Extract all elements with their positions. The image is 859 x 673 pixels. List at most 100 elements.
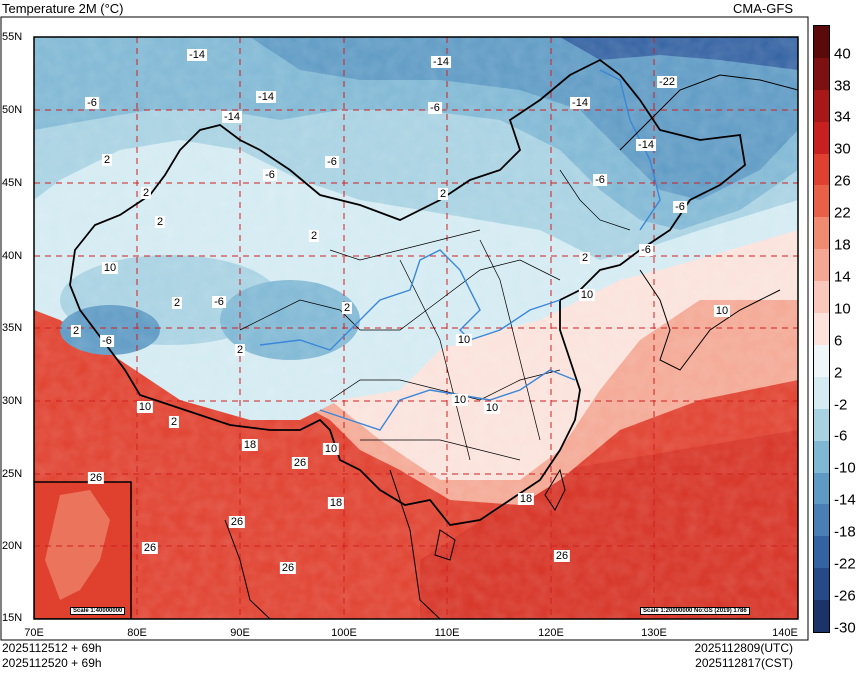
colorbar-label: -6 — [834, 427, 848, 445]
colorbar-label: -18 — [834, 523, 856, 541]
colorbar-label: -2 — [834, 396, 848, 414]
colorbar-segment — [814, 217, 829, 250]
colorbar-segment — [814, 440, 829, 474]
contour-label: -14 — [570, 97, 590, 109]
contour-label: 10 — [713, 305, 731, 317]
colorbar-label: 10 — [834, 300, 851, 318]
contour-label: -6 — [673, 201, 687, 213]
contour-label: -6 — [212, 296, 226, 308]
colorbar-label: 34 — [834, 108, 851, 126]
lat-label-35n: 35N — [2, 322, 23, 334]
colorbar-label: -14 — [834, 491, 856, 509]
lat-label-55n: 55N — [2, 31, 23, 43]
texture — [34, 37, 798, 619]
lat-label-25n: 25N — [2, 468, 23, 480]
figure-frame — [0, 16, 809, 641]
contour-label: -14 — [636, 139, 656, 151]
contour-label: 10 — [451, 394, 469, 406]
colorbar-segment — [814, 153, 829, 186]
contour-label: -14 — [222, 111, 242, 123]
colorbar-label: 6 — [834, 332, 843, 350]
colorbar-segment — [814, 568, 829, 601]
colorbar-segment — [814, 344, 829, 378]
map-scale-note: Scale 1:20000000 No:GS (2019) 1786 — [640, 607, 750, 615]
contour-label: -6 — [263, 169, 277, 181]
colorbar-segment — [814, 376, 829, 410]
map-frame — [33, 36, 799, 620]
contour-label: 2 — [140, 187, 152, 199]
colorbar-segment — [814, 472, 829, 505]
colorbar-segment — [814, 281, 829, 314]
contour-label: 10 — [322, 443, 340, 455]
colorbar-label: -22 — [834, 555, 856, 573]
contour-label: 2 — [70, 325, 82, 337]
lon-label-140e: 140E — [772, 627, 798, 639]
contour-label: 2 — [234, 344, 246, 356]
colorbar-label: 38 — [834, 77, 851, 95]
colorbar-label: 40 — [834, 45, 851, 63]
colorbar-segment — [814, 600, 829, 633]
contour-label: 2 — [341, 302, 353, 314]
contour-label: -6 — [100, 335, 114, 347]
china-border — [69, 58, 746, 526]
lat-label-40n: 40N — [2, 250, 23, 262]
colorbar-segment — [814, 536, 829, 569]
contour-label: 2 — [101, 154, 113, 166]
contour-label: -6 — [325, 156, 339, 168]
colorbar-segment — [814, 504, 829, 537]
contour-label: 26 — [553, 550, 571, 562]
contour-label: -6 — [85, 97, 99, 109]
contour-label: 2 — [437, 188, 449, 200]
lon-label-80e: 80E — [127, 627, 147, 639]
contour-label: 10 — [136, 401, 154, 413]
init-time-cst: 2025112520 + 69h — [2, 656, 102, 670]
contour-label: 2 — [171, 297, 183, 309]
valid-time-utc: 2025112809(UTC) — [694, 641, 793, 655]
colorbar-label: 2 — [834, 364, 843, 382]
contour-label: -14 — [187, 49, 207, 61]
lon-label-70e: 70E — [24, 627, 44, 639]
contour-label: 18 — [327, 497, 345, 509]
contour-label: 2 — [579, 252, 591, 264]
lon-label-100e: 100E — [331, 627, 357, 639]
contour-label: 10 — [455, 334, 473, 346]
contour-label: -14 — [256, 91, 276, 103]
lat-label-20n: 20N — [2, 540, 23, 552]
colorbar-label: -30 — [834, 619, 856, 637]
contour-label: 2 — [154, 216, 166, 228]
lon-label-90e: 90E — [230, 627, 250, 639]
province-lines — [239, 169, 631, 461]
lat-label-30n: 30N — [2, 395, 23, 407]
colorbar-segment — [814, 26, 829, 59]
lon-label-130e: 130E — [641, 627, 667, 639]
colorbar-segment — [814, 121, 829, 155]
contour-label: 10 — [483, 402, 501, 414]
contour-label: 10 — [101, 262, 119, 274]
contour-label: 26 — [291, 457, 309, 469]
contour-label: 18 — [517, 493, 535, 505]
inset-shape — [45, 490, 110, 600]
contour-label: 2 — [168, 416, 180, 428]
contour-label: 26 — [228, 516, 246, 528]
lat-label-45n: 45N — [2, 177, 23, 189]
init-time-utc: 2025112512 + 69h — [2, 641, 102, 655]
colorbar — [813, 25, 830, 633]
colorbar-label: -10 — [834, 459, 856, 477]
lat-label-50n: 50N — [2, 104, 23, 116]
contour-label: -6 — [593, 174, 607, 186]
colorbar-label: 14 — [834, 268, 851, 286]
colorbar-segment — [814, 89, 829, 123]
colorbar-label: 18 — [834, 236, 851, 254]
contour-label: 18 — [241, 439, 259, 451]
colorbar-segment — [814, 313, 829, 346]
contour-label: 2 — [308, 230, 320, 242]
contour-label: -6 — [639, 244, 653, 256]
chart-title: Temperature 2M (°C) — [2, 1, 124, 16]
colorbar-label: 22 — [834, 204, 851, 222]
colorbar-label: 30 — [834, 140, 851, 158]
colorbar-label: 26 — [834, 172, 851, 190]
contour-label: 26 — [279, 562, 297, 574]
contour-label: -14 — [431, 56, 451, 68]
colorbar-segment — [814, 57, 829, 91]
